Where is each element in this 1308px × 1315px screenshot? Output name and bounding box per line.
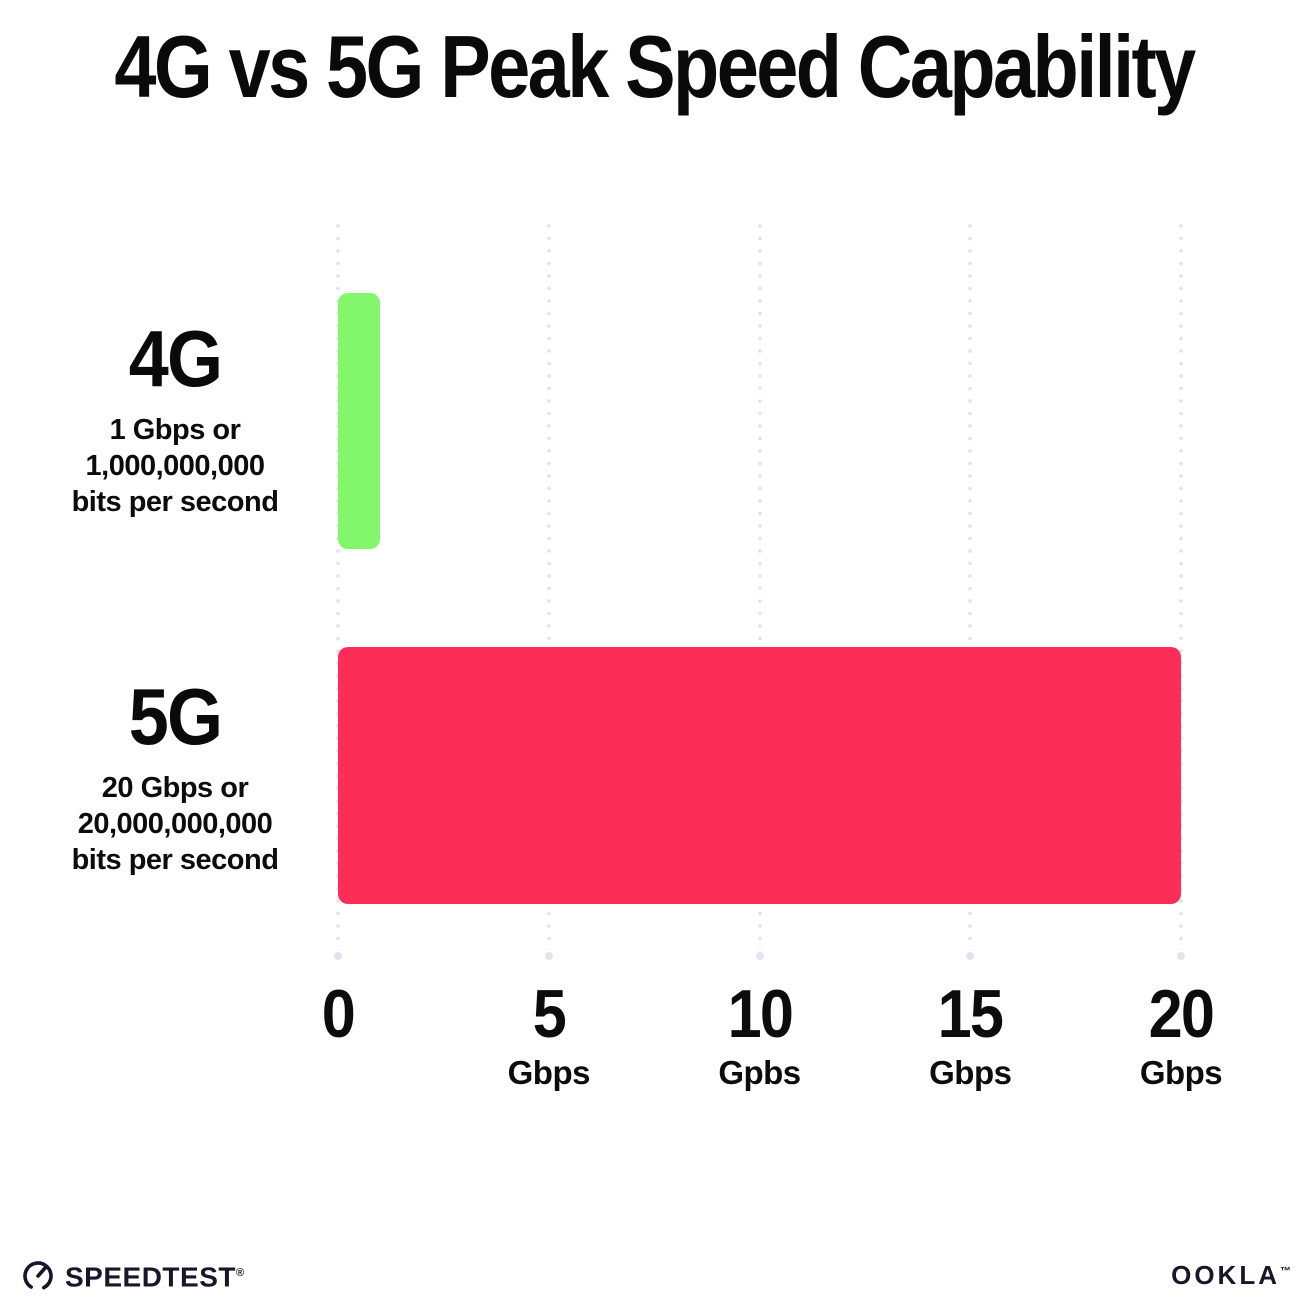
speedtest-trademark-mark: ® (235, 1266, 245, 1279)
x-tick-0-unit (218, 1054, 458, 1088)
row-subtitle-5g-line2: 20,000,000,000 (77, 808, 273, 840)
row-label-5g: 5G 20 Gbps or 20,000,000,000 bits per se… (30, 672, 320, 878)
gridline-15 (968, 224, 973, 950)
page-title: 4G vs 5G Peak Speed Capability (114, 17, 1196, 116)
x-tick-15: 15 Gbps (850, 976, 1090, 1092)
bar-5g (338, 647, 1181, 904)
ookla-wordmark: OOKLA™ (1171, 1260, 1294, 1290)
speedtest-wordmark-text: SPEEDTEST (65, 1261, 236, 1293)
speedtest-wordmark: SPEEDTEST® (65, 1259, 245, 1291)
gridline-0 (336, 224, 340, 950)
gridline-20 (1179, 224, 1183, 950)
speedometer-icon (20, 1257, 56, 1293)
row-title-5g: 5G (128, 672, 223, 761)
x-tick-5-value: 5 (532, 976, 567, 1052)
row-subtitle-4g-line1: 1 Gbps or (109, 414, 241, 446)
row-subtitle-4g-line2: 1,000,000,000 (85, 450, 265, 482)
x-tick-20-unit: Gbps (1139, 1054, 1223, 1091)
x-tick-0: 0 (218, 976, 458, 1088)
speedtest-logo: SPEEDTEST® (20, 1257, 245, 1293)
row-subtitle-5g-line3: bits per second (71, 844, 279, 876)
x-tick-15-unit: Gbps (929, 1054, 1012, 1091)
row-subtitle-4g-line3: bits per second (71, 486, 279, 518)
row-title-4g: 4G (128, 314, 223, 403)
x-tick-20: 20 Gbps (1061, 976, 1301, 1092)
x-tick-0-value: 0 (321, 976, 356, 1052)
row-subtitle-5g-line1: 20 Gbps or (101, 772, 249, 804)
x-tick-15-value: 15 (938, 976, 1004, 1052)
row-label-4g: 4G 1 Gbps or 1,000,000,000 bits per seco… (30, 314, 320, 520)
row-subtitle-4g: 1 Gbps or 1,000,000,000 bits per second (30, 412, 320, 520)
ookla-trademark-mark: ™ (1280, 1265, 1294, 1278)
row-subtitle-5g: 20 Gbps or 20,000,000,000 bits per secon… (30, 770, 320, 878)
x-tick-5-unit: Gbps (507, 1054, 591, 1091)
x-tick-20-value: 20 (1148, 976, 1215, 1052)
x-tick-5: 5 Gbps (429, 976, 669, 1092)
gridline-5 (546, 224, 551, 950)
ookla-wordmark-text: OOKLA (1171, 1260, 1280, 1290)
bar-4g (338, 293, 381, 549)
x-tick-10-unit: Gpbs (718, 1054, 801, 1091)
x-tick-10-value: 10 (727, 976, 793, 1052)
gridline-10 (757, 224, 762, 950)
x-tick-10: 10 Gpbs (640, 976, 880, 1092)
ookla-logo: OOKLA™ (1171, 1258, 1294, 1289)
